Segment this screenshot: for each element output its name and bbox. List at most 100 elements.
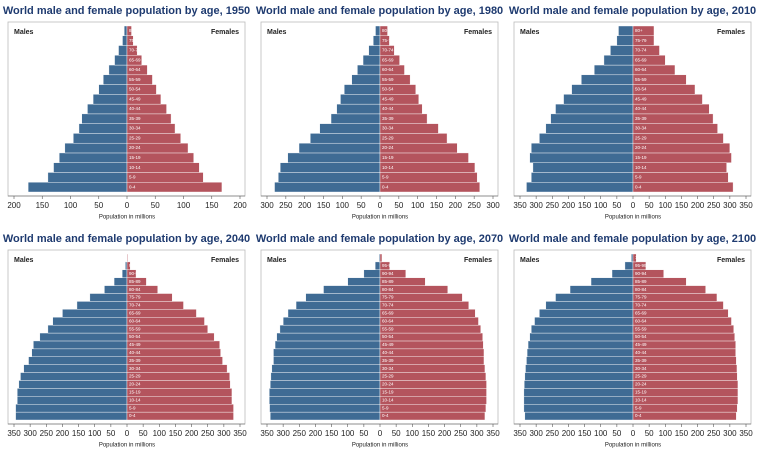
age-label: 80+ [382, 28, 390, 33]
x-tick-label: 300 [723, 429, 737, 438]
x-tick-label: 200 [298, 201, 312, 210]
bar-female [126, 253, 128, 263]
x-tick-label: 250 [201, 429, 215, 438]
bar-female [126, 396, 233, 405]
bar-male [104, 285, 128, 294]
age-label: 50-54 [129, 334, 141, 339]
bar-female [632, 25, 655, 36]
x-tick-label: 300 [723, 201, 737, 210]
bar-female [632, 152, 732, 163]
legend-entry: Males [14, 257, 34, 264]
bar-male [87, 103, 128, 115]
chart-panel: World male and female population by age,… [256, 233, 503, 449]
chart-panel: World male and female population by age,… [509, 5, 756, 221]
bar-female [632, 301, 724, 310]
legend-entry: Females [464, 257, 492, 264]
bar-male [330, 113, 381, 124]
age-label: 10-14 [382, 165, 394, 170]
age-label: 100+ [635, 255, 646, 260]
bar-female [379, 253, 383, 263]
bar-female [632, 356, 737, 365]
x-tick-label: 150 [675, 201, 689, 210]
age-label: 10-14 [382, 397, 394, 402]
age-label: 70-74 [382, 48, 394, 53]
bar-male [89, 293, 128, 302]
age-label: 5-9 [129, 175, 136, 180]
age-label: 80+ [129, 28, 137, 33]
bar-male [526, 348, 634, 357]
age-label: 80-84 [382, 287, 394, 292]
bar-female [632, 162, 727, 173]
age-label: 5-9 [129, 405, 136, 410]
age-label: 55-59 [129, 326, 141, 331]
legend-entry: Females [211, 257, 239, 264]
x-tick-label: 250 [454, 429, 468, 438]
age-label: 25-29 [382, 374, 394, 379]
bar-male [125, 261, 128, 271]
bar-male [52, 317, 128, 326]
bar-male [523, 403, 634, 413]
bar-female [126, 25, 132, 36]
age-label: 10-14 [129, 165, 141, 170]
bar-male [524, 411, 634, 421]
age-label: 60-64 [635, 67, 647, 72]
age-label: 5-9 [635, 405, 642, 410]
x-tick-label: 50 [645, 201, 654, 210]
age-label: 0-4 [129, 413, 136, 418]
bar-female [379, 380, 487, 389]
bar-female [379, 25, 388, 36]
bar-male [103, 74, 128, 85]
bar-male [555, 293, 634, 302]
bar-female [632, 348, 736, 357]
age-label: 55-59 [382, 77, 394, 82]
bar-male [527, 340, 634, 350]
x-tick-label: 100 [88, 429, 102, 438]
bar-male [539, 309, 634, 318]
x-tick-label: 250 [707, 429, 721, 438]
bar-male [336, 103, 381, 115]
bar-male [603, 55, 634, 66]
age-label: 45-49 [382, 96, 394, 101]
bar-female [632, 380, 739, 389]
age-label: 5-9 [635, 175, 642, 180]
bar-male [23, 364, 128, 373]
bar-female [632, 261, 647, 271]
x-tick-label: 350 [739, 429, 753, 438]
bar-female [379, 396, 487, 405]
x-tick-label: 100 [659, 201, 673, 210]
x-tick-label: 100 [336, 201, 350, 210]
bar-male [539, 133, 634, 144]
bar-male [323, 285, 381, 294]
age-label: 85-89 [129, 279, 141, 284]
age-label: 0-4 [382, 184, 389, 189]
x-tick-label: 200 [438, 429, 452, 438]
bar-male [62, 309, 128, 318]
bar-female [379, 411, 486, 421]
x-tick-label: 50 [612, 429, 621, 438]
bar-female [126, 403, 234, 413]
bar-male [631, 253, 634, 263]
age-label: 15-19 [635, 155, 647, 160]
age-label: 35-39 [129, 116, 141, 121]
age-label: 90-94 [382, 271, 394, 276]
x-tick-label: 200 [56, 429, 70, 438]
x-tick-label: 250 [546, 429, 560, 438]
bar-female [379, 324, 481, 334]
age-label: 50-54 [129, 87, 141, 92]
bar-female [126, 364, 228, 373]
bar-female [379, 356, 485, 365]
legend-entry: Females [464, 29, 492, 36]
age-label: 65-69 [129, 310, 141, 315]
bar-male [278, 172, 381, 183]
bar-male [531, 142, 634, 154]
bar-male [114, 55, 128, 66]
bar-male [271, 364, 381, 373]
age-label: 20-24 [382, 382, 394, 387]
bar-female [379, 317, 479, 326]
age-label: 55-59 [382, 326, 394, 331]
bar-female [379, 172, 478, 183]
x-tick-label: 200 [562, 429, 576, 438]
age-label: 95-99 [382, 263, 394, 268]
age-label: 50-54 [635, 334, 647, 339]
bar-female [126, 277, 147, 286]
